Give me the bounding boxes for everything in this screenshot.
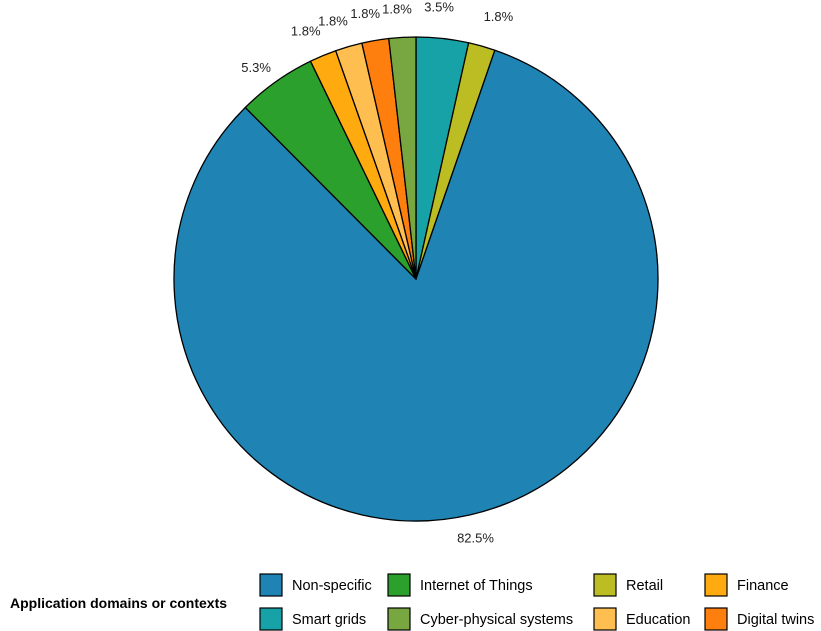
legend-swatch-education xyxy=(593,607,617,631)
legend-label-retail: Retail xyxy=(626,578,663,594)
legend-item-cyber-physical-systems: Cyber-physical systems xyxy=(387,607,573,631)
legend-label-smart-grids: Smart grids xyxy=(292,612,366,628)
legend-label-digital-twins: Digital twins xyxy=(737,612,814,628)
legend-swatch-smart-grids xyxy=(259,607,283,631)
legend-item-non-specific: Non-specific xyxy=(259,573,372,597)
legend-label-non-specific: Non-specific xyxy=(292,578,372,594)
pie-slice-cyber-physical-systems xyxy=(388,36,417,280)
legend-item-education: Education xyxy=(593,607,691,631)
legend-swatch-internet-of-things xyxy=(387,573,411,597)
legend-label-finance: Finance xyxy=(737,578,789,594)
legend-item-smart-grids: Smart grids xyxy=(259,607,366,631)
legend-label-internet-of-things: Internet of Things xyxy=(420,578,533,594)
pct-label-finance: 1.8% xyxy=(291,23,321,38)
legend-item-internet-of-things: Internet of Things xyxy=(387,573,533,597)
pct-label-smart-grids: 3.5% xyxy=(424,0,454,15)
legend-swatch-digital-twins xyxy=(704,607,728,631)
legend: Application domains or contexts Non-spec… xyxy=(10,573,814,631)
legend-label-education: Education xyxy=(626,612,691,628)
legend-items: Non-specific Internet of Things Retail Fina… xyxy=(259,573,814,631)
legend-label-cyber-physical-systems: Cyber-physical systems xyxy=(420,612,573,628)
legend-title: Application domains or contexts xyxy=(10,595,227,611)
pct-label-cyber-physical-systems: 1.8% xyxy=(382,1,412,16)
legend-swatch-finance xyxy=(704,573,728,597)
pct-label-digital-twins: 1.8% xyxy=(350,6,380,21)
legend-item-retail: Retail xyxy=(593,573,663,597)
legend-item-finance: Finance xyxy=(704,573,789,597)
legend-swatch-non-specific xyxy=(259,573,283,597)
pct-label-internet-of-things: 5.3% xyxy=(241,60,271,75)
percentage-labels: 3.5%1.8%82.5%5.3%1.8%1.8%1.8% 1.8% xyxy=(241,0,513,545)
legend-swatch-cyber-physical-systems xyxy=(387,607,411,631)
legend-swatch-retail xyxy=(593,573,617,597)
pie-slice-non-specific xyxy=(173,49,659,522)
legend-item-digital-twins: Digital twins xyxy=(704,607,814,631)
pct-label-non-specific: 82.5% xyxy=(457,530,494,545)
pie-slices xyxy=(173,36,659,522)
pct-label-education: 1.8% xyxy=(318,14,348,29)
pct-label-retail: 1.8% xyxy=(484,9,514,24)
